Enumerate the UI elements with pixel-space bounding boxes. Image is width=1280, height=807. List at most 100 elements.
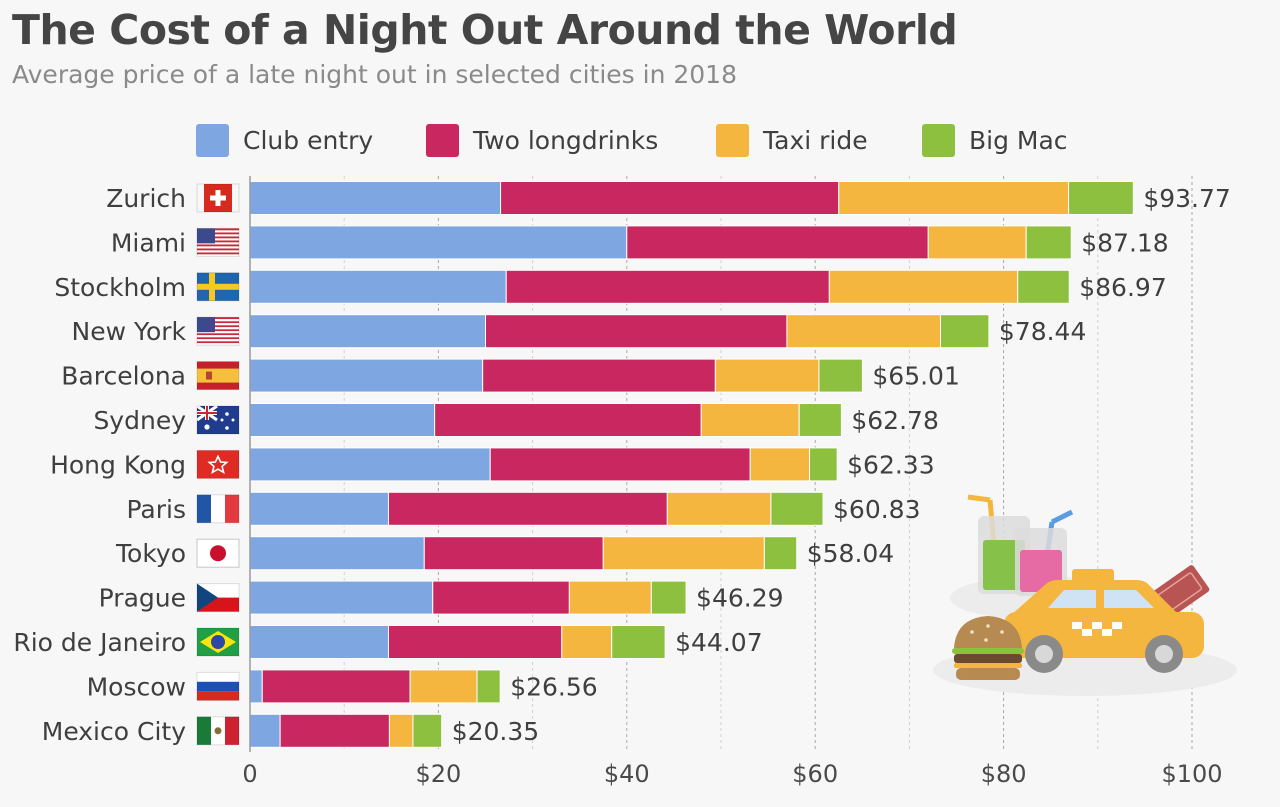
bar-segment-two-longdrinks <box>485 314 788 349</box>
bar-segment-club-entry <box>249 181 502 215</box>
czech-flag-icon <box>196 583 240 613</box>
category-label: Tokyo <box>115 539 186 568</box>
legend-item-two-longdrinks: Two longdrinks <box>426 122 658 158</box>
bar-segment-big-mac <box>770 491 824 526</box>
bar-segment-taxi-ride <box>666 491 772 526</box>
bar-segment-two-longdrinks <box>434 403 702 437</box>
x-tick-label: $20 <box>415 760 461 788</box>
bar-segment-taxi-ride <box>714 358 820 393</box>
bar-row-tokyo: Tokyo $58.04 <box>115 536 894 571</box>
australian-flag-icon <box>196 404 240 435</box>
bar-segment-big-mac <box>650 580 687 615</box>
category-label: Mexico City <box>42 717 186 746</box>
us-flag-icon <box>196 316 240 346</box>
category-label: Miami <box>111 228 186 257</box>
total-label: $62.78 <box>851 406 938 435</box>
bar-segment-club-entry <box>249 491 389 526</box>
bar-segment-big-mac <box>1068 181 1134 215</box>
bar-segment-club-entry <box>249 403 436 437</box>
bar-segment-two-longdrinks <box>261 669 411 704</box>
bar-segment-taxi-ride <box>700 403 800 437</box>
category-label: Hong Kong <box>50 450 186 479</box>
bar-segment-club-entry <box>249 536 425 571</box>
bar-row-prague: Prague $46.29 <box>99 580 784 615</box>
bar-segment-club-entry <box>249 625 389 659</box>
bar-segment-taxi-ride <box>568 580 652 615</box>
legend-label-big-mac: Big Mac <box>969 125 1068 155</box>
bar-segment-two-longdrinks <box>626 225 929 260</box>
swedish-flag-icon <box>196 272 240 302</box>
bar-segment-taxi-ride <box>927 225 1027 260</box>
bar-segment-club-entry <box>249 314 486 349</box>
legend-label-taxi-ride: Taxi ride <box>763 125 868 155</box>
legend-swatch-two-longdrinks <box>426 123 459 157</box>
bar-segment-big-mac <box>412 713 443 748</box>
category-label: New York <box>72 317 187 346</box>
bar-segment-two-longdrinks <box>423 536 604 571</box>
bar-segment-big-mac <box>798 403 842 437</box>
burger-icon <box>952 616 1024 680</box>
bar-row-rio-de-janeiro: Rio de Janeiro $44.07 <box>13 625 763 659</box>
category-label: Moscow <box>87 672 186 701</box>
bar-segment-big-mac <box>476 669 501 704</box>
bar-segment-big-mac <box>939 314 990 349</box>
category-label: Rio de Janeiro <box>13 628 186 657</box>
bar-segment-club-entry <box>249 580 434 615</box>
us-flag-icon <box>196 227 240 257</box>
bar-row-miami: Miami $87.18 <box>111 225 1169 260</box>
bar-segment-club-entry <box>249 713 281 748</box>
bar-segment-taxi-ride <box>388 713 414 748</box>
bar-row-paris: Paris $60.83 <box>126 491 921 526</box>
night-out-illustration <box>933 494 1237 696</box>
bar-segment-club-entry <box>249 358 484 393</box>
bar-row-new-york: New York $78.44 <box>72 314 1086 349</box>
total-label: $78.44 <box>999 317 1086 346</box>
bar-segment-two-longdrinks <box>432 580 570 615</box>
total-label: $62.33 <box>847 450 934 479</box>
french-flag-icon <box>196 494 240 524</box>
bar-segment-two-longdrinks <box>489 447 751 482</box>
taxi-icon <box>1004 569 1204 673</box>
legend-swatch-club-entry <box>196 123 229 157</box>
total-label: $87.18 <box>1081 228 1168 257</box>
x-tick-label: $60 <box>792 760 838 788</box>
swiss-flag-icon <box>196 183 240 213</box>
category-label: Sydney <box>93 406 186 435</box>
bar-segment-big-mac <box>611 625 666 659</box>
bar-segment-taxi-ride <box>561 625 613 659</box>
total-label: $58.04 <box>807 539 894 568</box>
bar-segment-big-mac <box>1025 225 1072 260</box>
bar-segment-two-longdrinks <box>279 713 390 748</box>
bar-row-mexico-city: Mexico City $20.35 <box>42 713 539 748</box>
chart-legend: Club entry Two longdrinks Taxi ride Big … <box>0 122 1280 158</box>
bar-segment-club-entry <box>249 447 491 482</box>
bar-segment-two-longdrinks <box>505 269 830 304</box>
bar-segment-club-entry <box>249 269 507 304</box>
bar-row-hong-kong: Hong Kong $62.33 <box>50 447 935 482</box>
drinks-icon <box>967 494 1074 596</box>
category-label: Zurich <box>106 184 186 213</box>
legend-label-two-longdrinks: Two longdrinks <box>473 125 659 155</box>
bar-segment-taxi-ride <box>409 669 478 704</box>
x-axis: 0 $20 $40 $60 $80 $100 <box>242 176 1223 788</box>
bar-segment-taxi-ride <box>786 314 941 349</box>
chart-rows: Zurich $93.77 Miami $87.18 Stockholm $86.97 Ne… <box>13 181 1231 748</box>
total-label: $86.97 <box>1079 273 1166 302</box>
legend-item-taxi-ride: Taxi ride <box>716 122 868 158</box>
bar-segment-taxi-ride <box>838 181 1070 215</box>
legend-swatch-taxi-ride <box>716 123 749 157</box>
total-label: $20.35 <box>452 717 539 746</box>
legend-item-club-entry: Club entry <box>196 122 373 158</box>
category-label: Stockholm <box>54 273 186 302</box>
total-label: $93.77 <box>1143 184 1230 213</box>
chart-subtitle: Average price of a late night out in sel… <box>12 60 737 89</box>
bar-segment-club-entry <box>249 669 263 704</box>
total-label: $60.83 <box>833 495 920 524</box>
bar-segment-big-mac <box>809 447 838 482</box>
russian-flag-icon <box>196 671 240 701</box>
bar-row-barcelona: Barcelona $65.01 <box>61 358 960 393</box>
x-tick-label: $40 <box>604 760 650 788</box>
chart-title: The Cost of a Night Out Around the World <box>12 6 958 54</box>
category-label: Barcelona <box>61 362 186 391</box>
